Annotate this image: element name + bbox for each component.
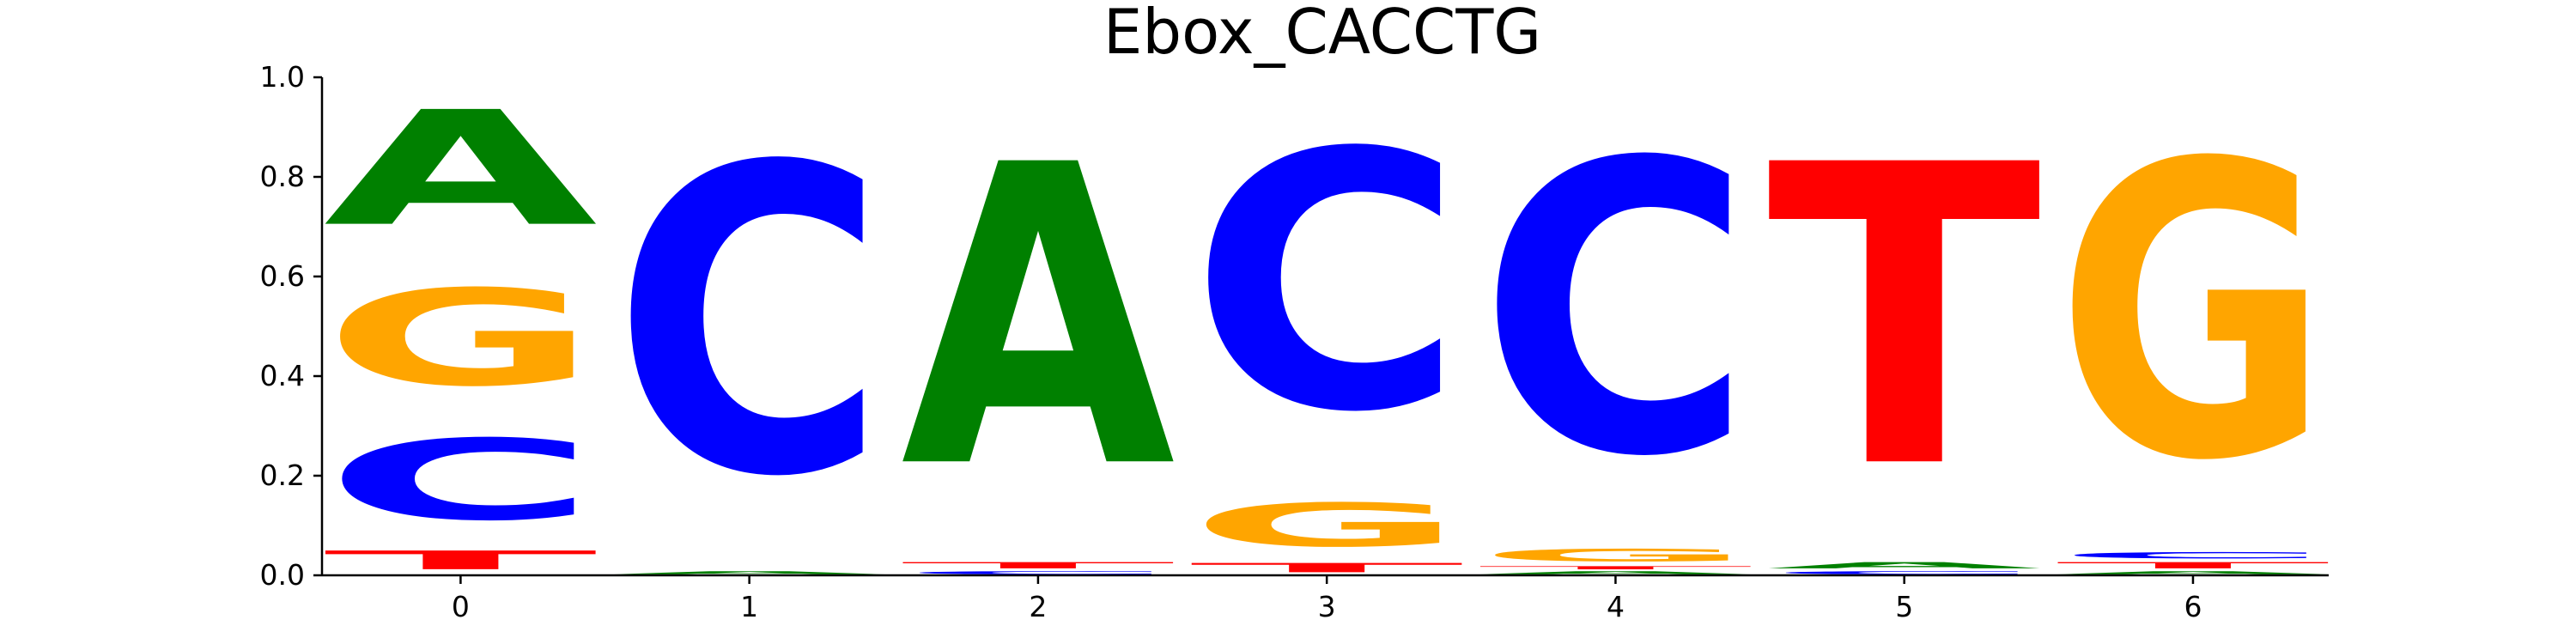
x-tick-label: 0 — [452, 590, 470, 623]
y-tick-label: 0.6 — [260, 259, 305, 293]
logo-letter-G-pos-0: G — [324, 262, 598, 416]
logo-letter-glyph: G — [324, 262, 598, 416]
x-tick-label: 4 — [1607, 590, 1625, 623]
x-tick-label: 6 — [2184, 590, 2202, 623]
logo-letter-T-pos-4: T — [1479, 565, 1755, 570]
logo-letter-glyph: A — [612, 570, 889, 575]
logo-letter-glyph: A — [2056, 570, 2332, 575]
logo-letter-T-pos-2: T — [901, 561, 1177, 571]
x-tick-label: 2 — [1029, 590, 1047, 623]
logo-letter-glyph: C — [1767, 570, 2041, 575]
logo-letter-T-pos-3: T — [1189, 561, 1466, 575]
logo-letter-glyph: A — [1767, 561, 2044, 571]
logo-letter-glyph: G — [1479, 545, 1753, 565]
y-tick-label: 0.2 — [260, 459, 305, 492]
y-tick-label: 1.0 — [260, 60, 305, 94]
y-tick-label: 0.4 — [260, 359, 305, 392]
logo-letter-glyph: G — [1189, 491, 1463, 561]
logo-letter-C-pos-1: C — [612, 78, 886, 568]
chart-title: Ebox_CACCTG — [1103, 0, 1541, 68]
logo-letter-glyph: C — [612, 78, 886, 568]
logo-letter-G-pos-3: G — [1189, 491, 1463, 561]
y-tick-label: 0.0 — [260, 558, 305, 592]
logo-letter-A-pos-1: A — [612, 570, 889, 575]
axes — [320, 77, 2329, 577]
logo-letter-glyph: A — [324, 78, 600, 261]
logo-letter-glyph: T — [1189, 561, 1466, 575]
logo-letter-T-pos-0: T — [324, 545, 600, 575]
logo-letter-glyph: T — [324, 545, 600, 575]
logo-letter-C-pos-2: C — [901, 570, 1175, 575]
logo-letter-G-pos-6: G — [2056, 78, 2330, 549]
logo-letter-C-pos-3: C — [1189, 78, 1463, 489]
logo-letter-glyph: A — [901, 78, 1177, 559]
logo-letter-glyph: T — [1479, 565, 1755, 570]
y-ticks: 0.0 0.2 0.4 0.6 0.8 1.0 — [260, 60, 322, 592]
logo-letter-C-pos-6: C — [2056, 550, 2330, 561]
x-tick-label: 1 — [740, 590, 758, 623]
logo-letter-A-pos-2: A — [901, 78, 1177, 559]
logo-letter-glyph: T — [1767, 77, 2044, 558]
logo-letter-glyph: C — [1189, 78, 1463, 489]
logo-letter-glyph: G — [2056, 78, 2330, 549]
logo-letter-glyph: C — [1479, 78, 1753, 544]
logo-letter-glyph: T — [901, 561, 1177, 571]
logo-letter-glyph: C — [901, 570, 1175, 575]
logo-letter-C-pos-4: C — [1479, 78, 1753, 544]
logo-letter-T-pos-5: T — [1767, 77, 2044, 558]
logo-letter-glyph: C — [2056, 550, 2330, 561]
y-tick-label: 0.8 — [260, 160, 305, 193]
logo-letter-A-pos-6: A — [2056, 570, 2332, 575]
x-tick-label: 5 — [1895, 590, 1913, 623]
logo-letter-G-pos-4: G — [1479, 545, 1753, 565]
logo-letter-glyph: C — [324, 416, 598, 545]
logo-letter-C-pos-5: C — [1767, 570, 2041, 575]
logo-letter-A-pos-5: A — [1767, 561, 2044, 571]
logo-letter-C-pos-0: C — [324, 416, 598, 545]
logo-letter-A-pos-0: A — [324, 78, 600, 261]
logo-letter-glyph: T — [2056, 561, 2332, 571]
logo-letter-A-pos-4: A — [1479, 570, 1755, 575]
x-tick-label: 3 — [1318, 590, 1336, 623]
logo-letter-glyph: A — [1479, 570, 1755, 575]
logo-letter-T-pos-6: T — [2056, 561, 2332, 571]
x-ticks: 0 1 2 3 4 5 6 — [452, 575, 2202, 623]
